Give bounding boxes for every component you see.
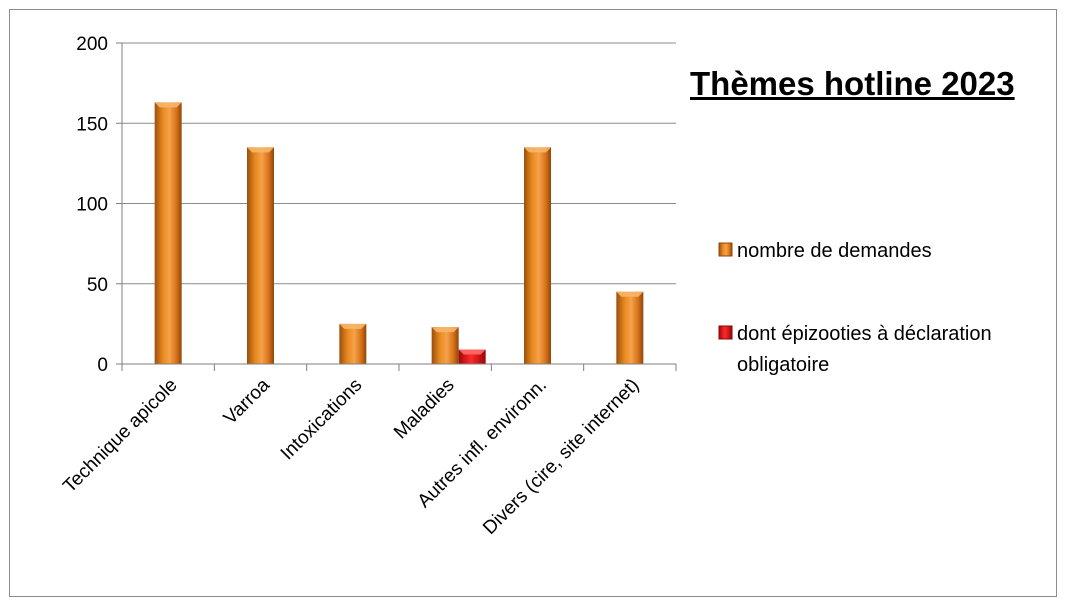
bar-bevel xyxy=(524,147,551,153)
bar-nombre-de-demandes xyxy=(616,291,644,364)
x-category-label: Intoxications xyxy=(277,375,367,465)
x-category-label: Divers (cire, site internet) xyxy=(479,375,643,539)
chart-frame: 0 50 100 150 200 Technique apicole Varroa Intox… xyxy=(9,9,1057,597)
x-category-label: Varroa xyxy=(220,374,274,428)
y-tick-label: 0 xyxy=(97,355,108,376)
bar-chart: 0 50 100 150 200 Technique apicole Varroa Intox… xyxy=(59,34,992,539)
bar-body xyxy=(339,323,367,364)
bar-body xyxy=(431,327,459,364)
bar-nombre-de-demandes xyxy=(431,327,459,364)
x-category-label: Maladies xyxy=(390,375,459,444)
bar-body xyxy=(524,147,551,364)
legend-label: dont épizooties à déclaration xyxy=(737,323,992,345)
bar-nombre-de-demandes xyxy=(524,147,551,364)
legend-item: nombre de demandes xyxy=(718,240,932,262)
y-tick-label: 100 xyxy=(76,195,108,216)
legend-swatch xyxy=(718,325,733,340)
bar-bevel xyxy=(458,349,486,355)
legend-label: nombre de demandes xyxy=(737,240,932,262)
bar-bevel xyxy=(431,327,459,333)
bar-epizooties xyxy=(458,349,486,364)
bar-body xyxy=(247,147,274,364)
bar-nombre-de-demandes xyxy=(154,102,182,364)
legend-swatch xyxy=(718,242,733,257)
bar-body xyxy=(616,291,644,364)
bar-bevel xyxy=(247,147,274,153)
y-tick-label: 150 xyxy=(76,114,108,135)
bar-nombre-de-demandes xyxy=(339,323,367,364)
bar-bevel xyxy=(616,291,644,297)
bar-nombre-de-demandes xyxy=(247,147,274,364)
bar-bevel xyxy=(339,323,367,329)
chart-title: Thèmes hotline 2023 xyxy=(690,65,1015,102)
x-category-label: Technique apicole xyxy=(59,375,181,497)
bar-bevel xyxy=(154,102,182,108)
legend-label: obligatoire xyxy=(737,354,829,376)
bar-body xyxy=(154,102,182,364)
y-tick-label: 200 xyxy=(76,34,108,55)
legend-item: dont épizooties à déclaration obligatoire xyxy=(718,323,992,376)
y-tick-label: 50 xyxy=(87,275,108,296)
